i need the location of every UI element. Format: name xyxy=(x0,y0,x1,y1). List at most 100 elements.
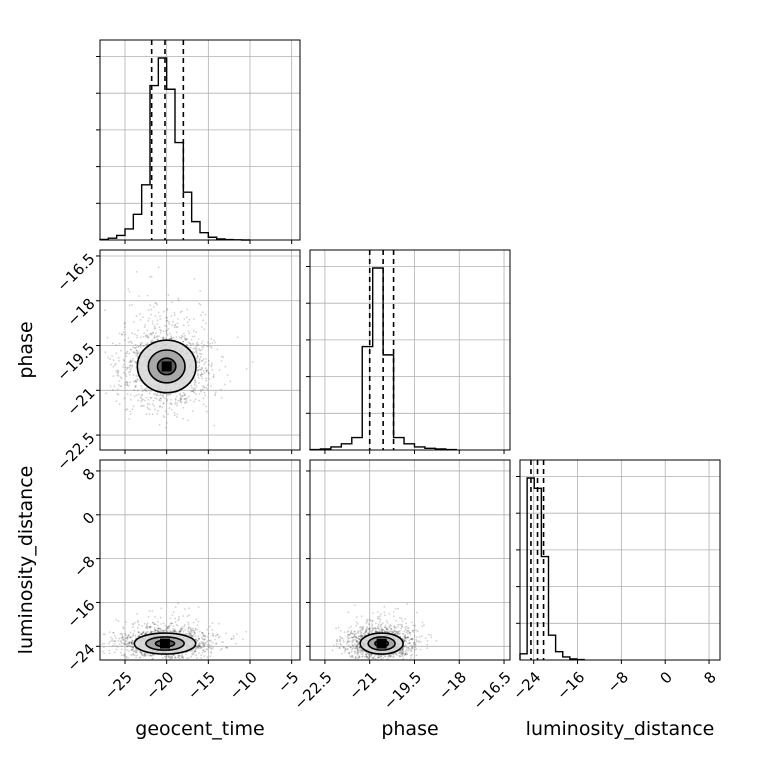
sample-point xyxy=(373,655,376,658)
sample-point xyxy=(104,351,107,354)
sample-point xyxy=(162,336,165,339)
sample-point xyxy=(156,303,159,306)
sample-point xyxy=(195,342,198,345)
sample-point xyxy=(127,371,130,374)
sample-point xyxy=(158,326,161,329)
sample-point xyxy=(407,629,409,632)
sample-point xyxy=(126,384,129,387)
sample-point xyxy=(120,654,123,657)
sample-point xyxy=(169,630,172,633)
sample-point xyxy=(193,400,196,403)
sample-point xyxy=(134,651,137,654)
sample-point xyxy=(206,640,209,643)
sample-point xyxy=(186,321,189,324)
sample-point xyxy=(214,393,217,395)
sample-point xyxy=(191,649,193,652)
sample-point xyxy=(197,366,200,369)
sample-point xyxy=(180,627,183,629)
sample-point xyxy=(203,639,206,641)
sample-point xyxy=(187,657,190,659)
sample-point xyxy=(156,629,159,632)
sample-point xyxy=(210,337,213,340)
sample-point xyxy=(212,375,215,378)
sample-point xyxy=(136,626,139,629)
sample-point xyxy=(156,412,159,415)
sample-point xyxy=(211,629,214,631)
sample-point xyxy=(351,640,353,643)
sample-point xyxy=(188,395,190,398)
sample-point xyxy=(211,368,214,371)
sample-point xyxy=(159,394,162,396)
sample-point xyxy=(129,636,131,638)
sample-point xyxy=(115,363,117,365)
sample-point xyxy=(196,644,199,647)
sample-point xyxy=(164,628,167,631)
sample-point xyxy=(184,339,187,341)
sample-point xyxy=(367,653,370,656)
sample-point xyxy=(120,632,123,635)
sample-point xyxy=(187,341,190,343)
sample-point xyxy=(403,654,406,657)
sample-point xyxy=(149,654,152,656)
sample-point xyxy=(215,642,218,645)
sample-point xyxy=(129,640,131,643)
sample-point xyxy=(170,622,173,625)
sample-point xyxy=(201,346,203,348)
sample-point xyxy=(362,653,364,655)
sample-point xyxy=(154,327,157,330)
sample-point xyxy=(117,370,120,373)
sample-point xyxy=(120,385,123,387)
sample-point xyxy=(378,627,380,629)
sample-point xyxy=(145,343,147,346)
sample-point xyxy=(350,651,353,653)
sample-point xyxy=(158,399,161,402)
sample-point xyxy=(180,334,183,337)
sample-point xyxy=(148,413,151,415)
sample-point xyxy=(424,637,427,639)
sample-point xyxy=(179,401,182,404)
sample-point xyxy=(117,369,119,372)
sample-point xyxy=(201,652,204,654)
sample-point xyxy=(126,636,128,639)
sample-point xyxy=(195,350,197,353)
sample-point xyxy=(368,628,371,631)
sample-point xyxy=(196,341,199,344)
sample-point xyxy=(235,642,238,645)
sample-point xyxy=(175,331,178,334)
sample-point xyxy=(135,270,138,273)
sample-point xyxy=(185,399,188,401)
sample-point xyxy=(358,656,360,659)
sample-point xyxy=(129,359,132,362)
sample-point xyxy=(389,656,392,658)
sample-point xyxy=(115,344,117,346)
sample-point xyxy=(362,627,365,630)
sample-point xyxy=(343,631,346,634)
sample-point xyxy=(392,615,395,618)
sample-point xyxy=(122,358,125,361)
sample-point xyxy=(197,647,199,649)
sample-point xyxy=(245,630,248,633)
sample-point xyxy=(184,338,187,341)
sample-point xyxy=(174,606,177,609)
sample-point xyxy=(188,631,191,633)
sample-point xyxy=(111,638,114,641)
sample-point xyxy=(407,649,410,652)
sample-point xyxy=(125,408,128,411)
sample-point xyxy=(167,654,170,657)
sample-point xyxy=(159,331,162,334)
sample-point xyxy=(113,642,116,645)
sample-point xyxy=(196,354,199,357)
sample-point xyxy=(137,620,139,622)
sample-point xyxy=(430,636,433,639)
sample-point xyxy=(196,360,199,363)
sample-point xyxy=(194,347,196,349)
sample-point xyxy=(147,319,150,322)
sample-point xyxy=(131,332,134,335)
sample-point xyxy=(175,623,178,626)
sample-point xyxy=(134,622,136,624)
sample-point xyxy=(210,648,213,650)
sample-point xyxy=(133,654,136,657)
sample-point xyxy=(146,630,149,633)
sample-point xyxy=(196,372,199,375)
sample-point xyxy=(355,636,357,638)
